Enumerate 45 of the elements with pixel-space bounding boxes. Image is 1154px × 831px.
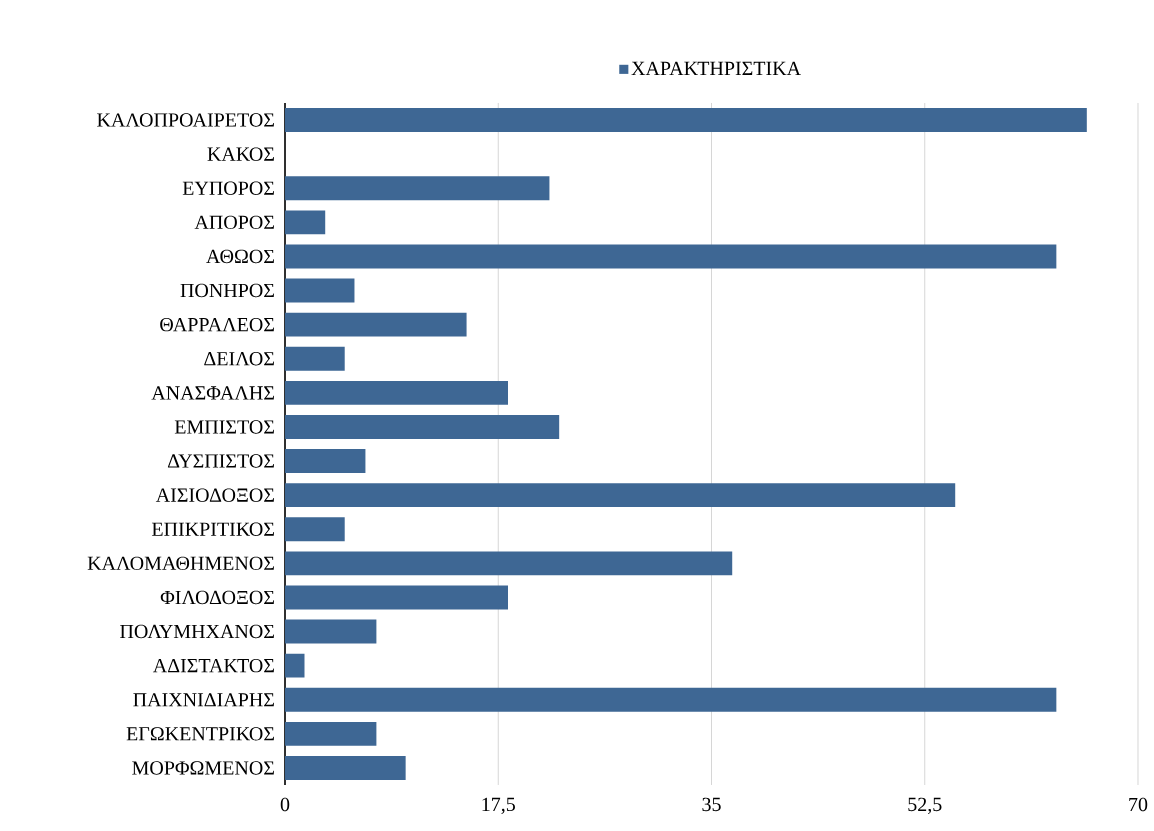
- y-tick-label: ΚΑΚΟΣ: [207, 147, 274, 161]
- y-tick-label: ΕΠΙΚΡΙΤΙΚΟΣ: [151, 522, 274, 536]
- bar: [285, 244, 1057, 269]
- bar: [285, 483, 956, 508]
- bar: [285, 346, 345, 371]
- y-tick-label: ΔΥΣΠΙΣΤΟΣ: [167, 454, 274, 468]
- y-tick-label: ΠΟΛΥΜΗΧΑΝΟΣ: [120, 624, 274, 639]
- bar: [285, 517, 345, 542]
- y-tick-label: ΑΘΩΟΣ: [206, 249, 274, 264]
- y-tick-label: ΘΑΡΡΑΛΕΟΣ: [160, 317, 274, 332]
- bar: [285, 687, 1057, 712]
- bar: [285, 278, 355, 303]
- bar: [285, 176, 550, 201]
- bar: [285, 415, 560, 439]
- x-tick-label: 0: [280, 797, 290, 812]
- y-tick-label: ΑΔΙΣΤΑΚΤΟΣ: [152, 658, 274, 673]
- legend-label: ΧΑΡΑΚΤΗΡΙΣΤΙΚΑ: [631, 61, 801, 75]
- x-tick-label: 52,5: [908, 797, 942, 815]
- bar: [285, 210, 326, 235]
- bar: [285, 380, 508, 405]
- y-tick-label: ΚΑΛΟΜΑΘΗΜΕΝΟΣ: [87, 556, 274, 571]
- bar: [285, 721, 377, 746]
- y-tick-label: ΑΙΣΙΟΔΟΞΟΣ: [155, 488, 274, 502]
- bar: [285, 756, 406, 780]
- y-tick-label: ΑΠΟΡΟΣ: [194, 215, 274, 230]
- y-tick-label: ΑΝΑΣΦΑΛΗΣ: [151, 386, 274, 400]
- y-tick-label: ΠΑΙΧΝΙΔΙΑΡΗΣ: [133, 693, 274, 707]
- x-tick-label: 70: [1129, 797, 1148, 812]
- bar: [285, 449, 366, 473]
- x-tick-label: 17,5: [482, 797, 515, 814]
- y-tick-label: ΜΟΡΦΩΜΕΝΟΣ: [132, 761, 274, 775]
- bar: [285, 551, 733, 576]
- y-tick-label: ΠΟΝΗΡΟΣ: [180, 283, 274, 298]
- bar: [285, 585, 508, 610]
- bar: [285, 619, 377, 644]
- y-tick-label: ΚΑΛΟΠΡΟΑΙΡΕΤΟΣ: [97, 113, 274, 127]
- bar: [285, 312, 467, 337]
- bar: [285, 108, 1087, 132]
- y-tick-label: ΕΓΩΚΕΝΤΡΙΚΟΣ: [126, 727, 274, 741]
- x-tick-label: 35: [702, 797, 721, 812]
- y-tick-label: ΕΥΠΟΡΟΣ: [182, 181, 274, 195]
- bar: [285, 653, 305, 678]
- y-tick-label: ΦΙΛΟΔΟΞΟΣ: [160, 590, 274, 605]
- y-tick-label: ΕΜΠΙΣΤΟΣ: [174, 420, 274, 434]
- y-tick-label: ΔΕΙΛΟΣ: [204, 352, 274, 366]
